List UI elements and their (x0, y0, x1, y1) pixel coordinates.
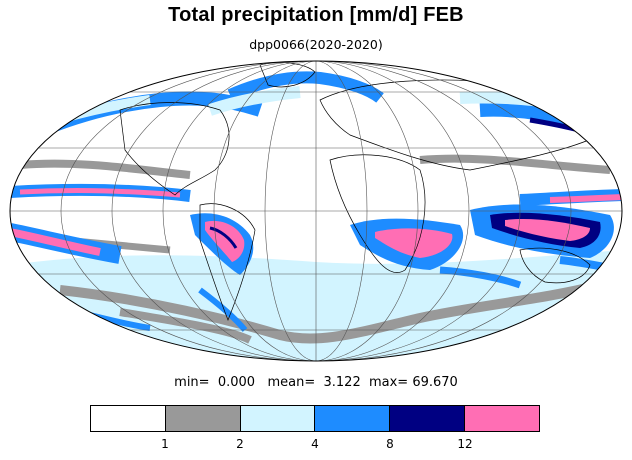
meridian-120 (111, 61, 521, 361)
min-value: 0.000 (217, 375, 256, 390)
itcz-west-pacific-core (549, 194, 622, 203)
africa-convection-core (375, 228, 453, 258)
map-field (10, 61, 622, 361)
meridian-90 (162, 61, 470, 361)
spcz-core (10, 228, 101, 256)
colorbar-tick-label: 4 (311, 437, 319, 451)
southern-gray-streak (119, 308, 252, 344)
indian-ocean-streak (439, 266, 522, 289)
colorbar-tick-label: 1 (161, 437, 169, 451)
north-atlantic-storm-track (227, 71, 384, 103)
colorbar-swatch (91, 406, 166, 431)
north-america-outline (119, 102, 230, 196)
australia-outline (519, 247, 591, 284)
southern-gray-band (59, 280, 602, 344)
south-atlantic-streak (198, 287, 248, 332)
map-subtitle: dpp0066(2020-2020) (249, 37, 383, 52)
colorbar (90, 405, 540, 432)
max-label: max= (368, 375, 409, 390)
graticule (10, 61, 622, 361)
precipitation-map (9, 60, 623, 362)
min-label: min= (174, 375, 210, 390)
colorbar-tick-label: 2 (236, 437, 244, 451)
globe-outline (9, 60, 623, 362)
africa-outline (329, 154, 426, 273)
colorbar-swatch (465, 406, 539, 431)
meridian-60 (213, 61, 419, 361)
itcz-north-pacific-core (19, 188, 181, 198)
mean-value: 3.122 (323, 375, 361, 390)
colorbar-tick-label: 12 (457, 437, 473, 451)
north-pacific-gray-band (19, 159, 191, 179)
eurasia-outline (319, 79, 601, 171)
colorbar-swatch (315, 406, 391, 431)
colorbar-swatch (390, 406, 466, 431)
north-atlantic-light-band (208, 86, 301, 116)
colorbar-tick-label: 8 (386, 437, 394, 451)
max-value: 69.670 (412, 375, 458, 390)
south-america-convection-heavy (209, 226, 238, 249)
stats-line: min= 0.000 mean= 3.122 max= 69.670 (0, 375, 632, 390)
meridian-150 (60, 61, 572, 361)
colorbar-swatch (240, 406, 316, 431)
mean-label: mean= (267, 375, 316, 390)
map-title: Total precipitation [mm/d] FEB (168, 4, 464, 26)
maritime-continent-core (505, 218, 590, 241)
meridian-30 (264, 61, 368, 361)
colorbar-swatch (165, 406, 241, 431)
south-america-outline (199, 203, 256, 321)
